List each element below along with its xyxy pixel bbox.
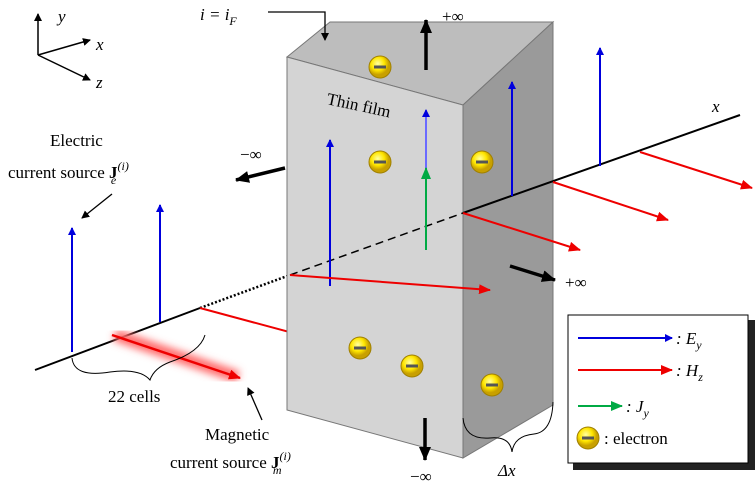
- electric-source-symbol: J: [109, 163, 118, 182]
- top-inf: +∞: [442, 7, 464, 26]
- axis-dotted: [199, 273, 291, 310]
- legend-electron: : electron: [604, 429, 668, 448]
- magnetic-pointer: [247, 387, 263, 421]
- triad-x: x: [95, 35, 104, 54]
- electric-source-sub: e: [111, 173, 117, 187]
- legend-sub: y: [642, 406, 649, 420]
- cells-label: 22 cells: [108, 387, 160, 406]
- thin-film: [285, 20, 555, 459]
- axis-hidden: [289, 212, 464, 276]
- fermi-sub: F: [228, 14, 237, 28]
- legend-text: : H: [676, 361, 700, 380]
- magnetic-source-line2: current source J(i) m: [170, 449, 291, 477]
- legend-sub: z: [697, 370, 703, 384]
- magnetic-source-sup: (i): [280, 449, 291, 463]
- electric-source-sup: (i): [118, 159, 129, 173]
- field-arrows-film: [289, 109, 491, 295]
- electric-source-line2: current source J(i) e: [8, 159, 129, 187]
- thickness-label: Δx: [497, 461, 516, 480]
- legend-ey: : Ey: [676, 329, 702, 352]
- bottom-inf: −∞: [410, 467, 432, 486]
- triad-y: y: [56, 7, 66, 26]
- right-inf: +∞: [565, 273, 587, 292]
- axis-triad: [34, 13, 91, 81]
- magnetic-source-symbol: J: [271, 453, 280, 472]
- magnetic-source-line1: Magnetic: [205, 425, 270, 444]
- fermi-label: i = iF: [200, 5, 237, 28]
- legend-jy: : Jy: [626, 397, 649, 420]
- electric-source-line1: Electric: [50, 131, 103, 150]
- left-inf: −∞: [240, 145, 262, 164]
- fermi-pointer: [268, 11, 329, 41]
- boundary-arrows: [235, 19, 556, 461]
- electric-source-text: current source: [8, 163, 109, 182]
- legend-hz: : Hz: [676, 361, 703, 384]
- legend: [567, 314, 755, 470]
- fermi-main: i = i: [200, 5, 230, 24]
- triad-z: z: [95, 73, 103, 92]
- magnetic-source-sub: m: [273, 463, 282, 477]
- legend-sub: y: [695, 338, 702, 352]
- magnetic-source-text: current source: [170, 453, 271, 472]
- cells-brace: [71, 334, 206, 382]
- electric-pointer: [81, 193, 113, 219]
- field-arrows-right: [462, 47, 753, 252]
- legend-text: : J: [626, 397, 645, 416]
- axis-line: [462, 114, 741, 214]
- legend-text: : E: [676, 329, 697, 348]
- x-axis-label: x: [711, 97, 720, 116]
- thickness-brace: [462, 401, 554, 453]
